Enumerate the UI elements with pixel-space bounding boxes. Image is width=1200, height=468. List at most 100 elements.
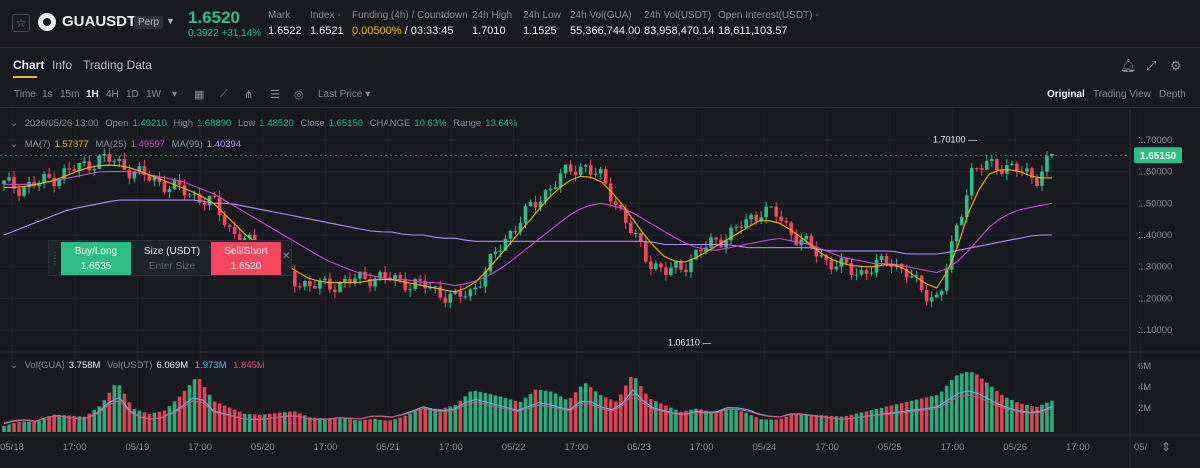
volume-bar [473,390,478,432]
volume-bar [2,425,6,432]
candle-body [2,180,6,185]
chevron-down-icon[interactable]: ▼ [166,16,175,26]
view-original[interactable]: Original [1047,89,1085,100]
volume-bar [112,385,117,432]
volume-bar [503,397,508,432]
interval-1w[interactable]: 1W [146,89,161,100]
candle-body [774,206,779,217]
indicator-icon[interactable]: ⟋ [220,88,228,100]
time-tick-label: 17:00 [63,442,87,453]
candle-body [338,282,342,293]
stat-open-interest[interactable]: Open Interest(USDT) ◦ 18,611,103.57 [718,10,819,37]
change-label: CHANGE [369,118,411,129]
target-icon[interactable]: ◎ [294,89,304,101]
calendar-icon[interactable]: ▦ [194,89,205,101]
volume-bar [639,385,643,432]
candle-body [528,201,533,207]
interval-dropdown-icon[interactable]: ▾ [172,89,178,100]
collapse-icon[interactable]: ⌄ [10,118,18,129]
interval-1h[interactable]: 1H [86,89,99,100]
funding-countdown: / 03:33:45 [401,25,454,37]
view-trading-view[interactable]: Trading View [1093,89,1151,100]
volume-bar [117,385,122,432]
candle-body [985,161,989,170]
price-chart[interactable]: 1.70000 1.60000 1.50000 1.40000 1.30000 1.200… [0,110,1200,468]
volume-bar [182,390,187,432]
tab-trading-data[interactable]: Trading Data [83,58,152,72]
volume-bar [563,399,568,432]
candle-body [212,195,217,197]
price-tick-label: 1.20000 [1138,293,1172,304]
candle-body [308,281,312,287]
symbol-name[interactable]: GUAUSDT [62,13,137,30]
candle-body [47,173,51,178]
volume-bar [719,410,723,432]
candle-body [854,274,859,276]
volume-bar [508,399,513,432]
volume-bar [338,417,342,432]
volume-bar [303,415,307,432]
candle-body [378,271,382,279]
candle-body [639,233,643,242]
volume-bar [558,396,563,432]
contract-type-badge: Perp [134,16,164,29]
volume-bar [1045,402,1049,432]
buy-long-button[interactable]: Buy/Long 1.6535 [61,242,131,275]
stat-value: 55,366,744.00 [570,25,641,37]
stat-24h-high: 24h High 1.7010 [472,10,512,37]
interval-1d[interactable]: 1D [126,89,139,100]
interval-1s[interactable]: 1s [42,89,53,100]
stat-label: Funding (4h) / Countdown [352,10,468,21]
high-label: High [173,118,193,129]
interval-15m[interactable]: 15m [60,89,80,100]
expand-icon[interactable]: ⤢ [1146,58,1157,73]
volume-bar [724,409,728,432]
volume-bar [132,409,137,432]
candle-body [934,294,939,298]
volume-bar [779,418,784,432]
volume-bar [699,409,703,432]
candle-body [508,230,513,239]
stat-label: Open Interest(USDT) ◦ [718,10,819,21]
candle-body [684,269,688,273]
volume-bar [52,414,56,432]
time-tick-label: 05/26 [1003,442,1027,453]
stat-index[interactable]: Index ◦ 1.6521 [310,10,344,37]
volume-bar [573,392,578,432]
tab-info[interactable]: Info [52,58,73,72]
candle-body [794,234,799,246]
volume-bar [498,396,503,432]
collapse-icon[interactable]: ⌄ [10,360,18,371]
candle-body [343,278,347,283]
candle-body [1010,163,1014,166]
drag-handle-icon[interactable]: ⋮ ⋮ [51,251,59,266]
view-depth[interactable]: Depth [1159,89,1186,100]
volume-bar [1010,399,1014,432]
candle-body [182,184,187,196]
settings-icon[interactable]: ⚙ [1170,58,1182,73]
close-icon[interactable]: ✕ [282,251,291,262]
stat-funding[interactable]: Funding (4h) / Countdown 0.00500% / 03:3… [352,10,468,37]
price-source-select[interactable]: Last Price ▾ [318,89,371,100]
bell-icon[interactable]: 🔔︎ [1120,58,1137,73]
candle-body [293,271,297,287]
volume-bar [423,407,428,432]
star-icon[interactable]: ☆ [12,14,30,32]
draw-tool-icon[interactable]: ⋔ [244,89,254,101]
candle-body [1015,163,1019,172]
size-input[interactable]: Size (USDT) Enter Size [133,242,211,275]
volume-bar [468,391,473,432]
stat-mark: Mark 1.6522 [268,10,302,37]
stat-value: 1.6521 [310,25,344,37]
volume-bar [463,396,468,432]
sell-short-button[interactable]: Sell/Short 1.6520 [211,242,281,275]
volume-bar [383,420,387,432]
last-price: 1.6520 [188,8,240,27]
template-icon[interactable]: ☰ [270,89,280,101]
volume-bar [358,420,362,432]
volume-bar [67,415,71,432]
collapse-icon[interactable]: ⌄ [10,139,18,150]
interval-4h[interactable]: 4H [106,89,119,100]
tab-chart[interactable]: Chart [13,58,45,72]
candle-body [608,183,613,202]
